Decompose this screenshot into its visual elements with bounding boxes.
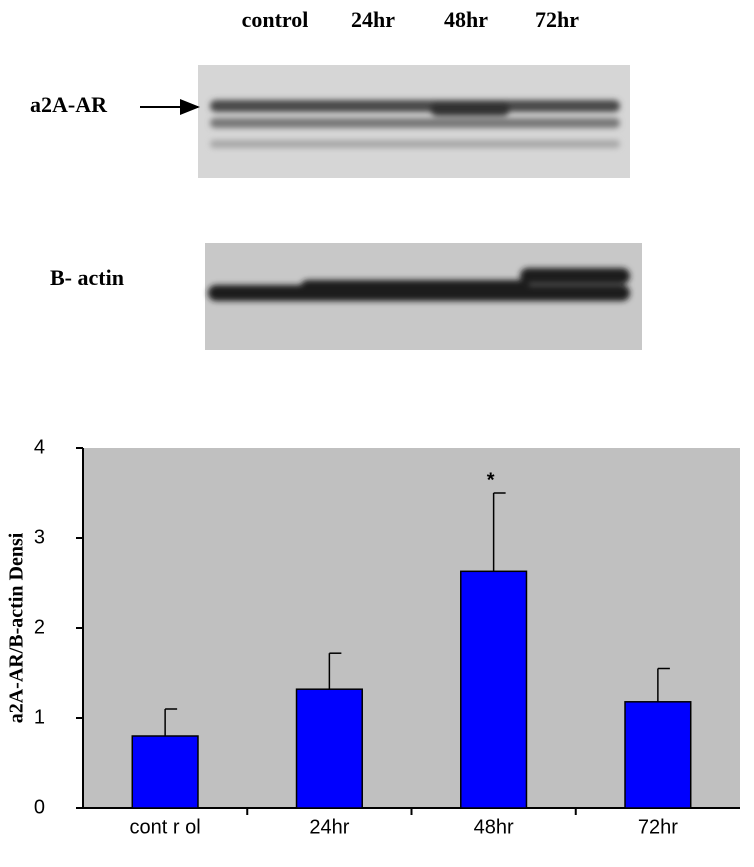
y-tick-label: 4 bbox=[34, 436, 45, 458]
bar-chart: 0 1 2 3 4 a2A-AR/B-actin Densi cont r ol 24hr 48… bbox=[6, 436, 740, 838]
y-tick-label: 3 bbox=[34, 526, 45, 548]
lane-label: 48hr bbox=[444, 7, 488, 32]
lane-label: control bbox=[242, 7, 309, 32]
x-tick-label: 48hr bbox=[474, 816, 514, 838]
bar bbox=[295, 688, 363, 809]
western-blot: control 24hr 48hr 72hr a2A-AR B- actin bbox=[30, 7, 642, 350]
x-tick-label: 72hr bbox=[638, 816, 678, 838]
band-label: B- actin bbox=[50, 265, 124, 290]
band-label: a2A-AR bbox=[30, 92, 108, 117]
y-axis-label: a2A-AR/B-actin Densi bbox=[6, 532, 28, 723]
blot-bands bbox=[208, 268, 630, 301]
blot-bands bbox=[210, 100, 620, 148]
significance-mark: * bbox=[487, 469, 495, 491]
y-tick-label: 0 bbox=[34, 796, 45, 818]
x-tick-label: cont r ol bbox=[130, 816, 201, 838]
x-tick-label: 24hr bbox=[309, 816, 349, 838]
bar bbox=[460, 570, 528, 809]
y-tick-label: 2 bbox=[34, 616, 45, 638]
y-tick-label: 1 bbox=[34, 706, 45, 728]
lane-label: 72hr bbox=[535, 7, 579, 32]
bar bbox=[131, 735, 199, 809]
lane-label: 24hr bbox=[351, 7, 395, 32]
bar bbox=[624, 701, 692, 809]
